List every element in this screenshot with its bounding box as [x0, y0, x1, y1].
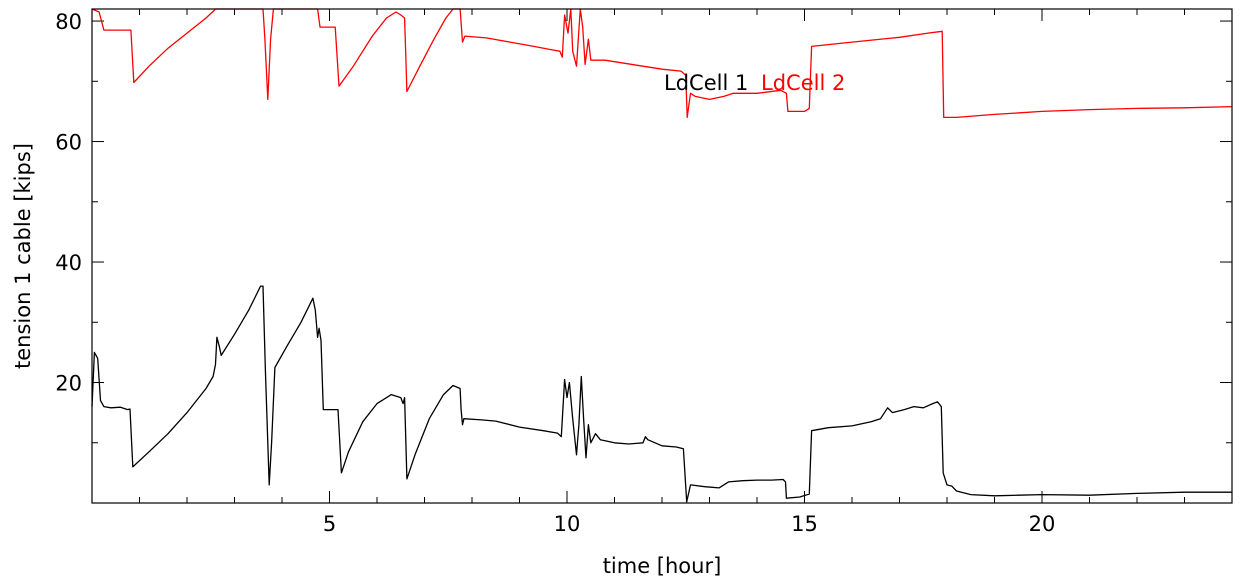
legend-entry-ldcell-1: LdCell 1: [664, 71, 748, 95]
legend-entry-ldcell-2: LdCell 2: [761, 71, 845, 95]
y-tick-label: 20: [55, 372, 82, 396]
plot-frame: [91, 8, 1233, 504]
legend: LdCell 1 LdCell 2: [664, 71, 845, 95]
x-tick-labels: 5 10 15 20: [323, 512, 1056, 536]
x-tick-label: 15: [791, 512, 818, 536]
series-line-ldcell-1: [91, 285, 1232, 503]
y-tick-labels: 20 40 60 80: [55, 10, 82, 395]
x-tick-label: 5: [323, 512, 336, 536]
series-layer: [91, 8, 1233, 503]
series-line-ldcell-2: [91, 8, 1233, 119]
y-tick-label: 40: [55, 251, 82, 275]
x-tick-label: 20: [1029, 512, 1056, 536]
x-axis-label: time [hour]: [603, 554, 722, 578]
y-axis-label: tension 1 cable [kips]: [11, 143, 35, 369]
x-tick-label: 10: [554, 512, 581, 536]
axis-ticks: [92, 9, 1232, 503]
y-tick-label: 80: [55, 10, 82, 34]
y-tick-label: 60: [55, 131, 82, 155]
